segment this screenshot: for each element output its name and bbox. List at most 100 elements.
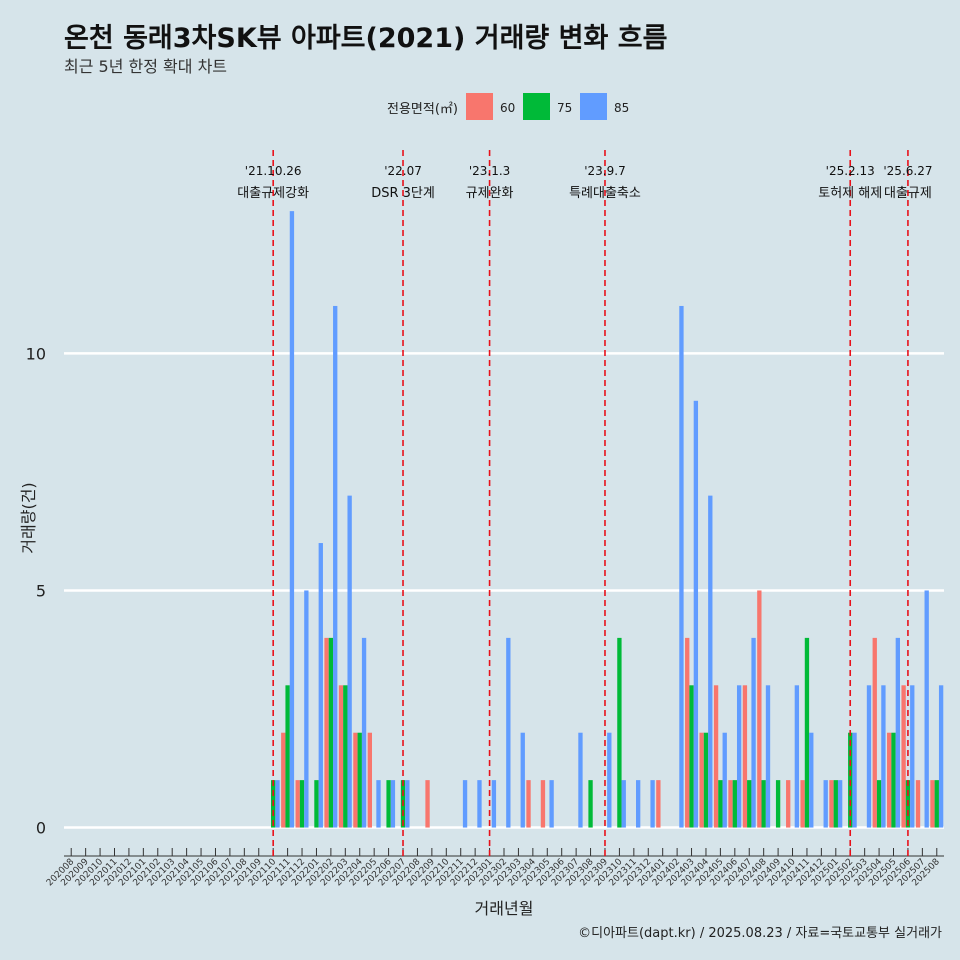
bar-60-202506 [901,685,906,828]
bar-85-202312 [650,780,655,828]
legend-label: 60 [500,101,515,115]
bar-85-202407 [751,637,756,828]
bar-85-202206 [390,780,396,828]
event-date: '25.6.27 [883,164,932,178]
bar-60-202112 [295,780,300,828]
bar-85-202508 [938,685,944,828]
event-date: '21.10.26 [245,164,302,178]
bar-85-202311 [636,780,641,828]
bar-85-202408 [765,685,771,828]
bar-60-202209 [425,780,430,828]
legend-swatch-60 [466,93,493,120]
bar-60-202403 [685,637,690,828]
bar-85-202205 [376,780,381,828]
bar-75-202204 [357,732,362,828]
bar-85-202402 [679,305,684,828]
chart-subtitle: 최근 5년 한정 확대 차트 [64,57,228,76]
source-caption: ©디아파트(dapt.kr) / 2025.08.23 / 자료=국토교통부 실… [578,926,942,941]
bar-60-202401 [656,780,661,828]
bar-85-202411 [809,732,814,828]
bar-75-202505 [891,732,896,828]
chart-title: 온천 동래3차SK뷰 아파트(2021) 거래량 변화 흐름 [64,23,668,54]
bar-75-202308 [588,780,593,828]
bar-60-202304 [526,780,531,828]
bar-75-202407 [747,780,752,828]
y-tick-label: 5 [36,581,46,600]
bar-75-202406 [732,780,737,828]
event-label: 규제완화 [466,186,514,201]
legend-label: 85 [614,101,629,115]
bar-85-202204 [361,637,367,828]
legend-swatch-85 [580,93,607,120]
bar-85-202307 [578,732,583,828]
x-axis-title: 거래년월 [475,899,534,918]
bar-85-202203 [347,495,352,828]
event-label: 토허제 해제 [818,186,882,201]
bar-85-202303 [520,732,525,828]
bar-75-202206 [386,780,391,828]
bar-85-202211 [462,780,468,828]
bar-85-202504 [881,685,886,828]
bar-75-202501 [833,780,838,828]
bar-85-202207 [405,780,410,828]
bar-85-202301 [491,780,497,828]
bar-85-202403 [693,400,699,828]
bar-60-202111 [281,732,286,828]
bar-60-202411 [800,780,805,828]
bar-85-202212 [477,780,482,828]
bar-60-202204 [353,732,358,828]
event-label: 대출규제 [884,186,932,201]
bar-85-202505 [895,637,900,828]
event-date: '25.2.13 [826,164,875,178]
bar-75-202310 [617,637,622,828]
bar-75-202408 [761,780,766,828]
y-tick-label: 10 [26,344,46,363]
legend-swatch-75 [523,93,550,120]
bar-75-202405 [718,780,723,828]
bar-75-202403 [689,685,694,828]
bar-85-202503 [866,685,872,828]
bar-85-202201 [318,543,323,828]
event-label: DSR 3단계 [371,186,435,201]
bar-60-202507 [915,780,921,828]
bar-85-202310 [621,780,626,828]
legend-label: 75 [557,101,572,115]
event-label: 특례대출축소 [569,186,641,201]
bar-60-202404 [699,732,704,828]
bar-75-202508 [934,780,939,828]
event-date: '23.9.7 [584,164,625,178]
bar-85-202309 [607,732,612,828]
bar-85-202507 [924,590,929,828]
bar-85-202202 [333,305,338,828]
bar-60-202305 [540,780,546,828]
bar-85-202305 [549,780,554,828]
legend-title: 전용면적(㎡) [387,102,458,117]
bar-60-202406 [728,780,733,828]
bar-60-202410 [786,780,791,828]
bar-60-202505 [887,732,892,828]
bar-60-202203 [338,685,344,828]
bar-75-202504 [876,780,882,828]
bar-60-202501 [829,780,834,828]
bar-85-202406 [736,685,742,828]
bar-85-202502 [852,732,857,828]
bar-60-202205 [367,732,372,828]
bar-85-202110 [275,780,280,828]
y-tick-label: 0 [36,819,46,838]
bar-85-202501 [837,780,843,828]
bar-75-202203 [343,685,348,828]
bar-85-202405 [722,732,727,828]
bar-75-202111 [285,685,290,828]
bar-60-202407 [742,685,748,828]
event-label: 대출규제강화 [237,186,309,201]
bar-85-202410 [794,685,800,828]
bar-75-202404 [703,732,709,828]
bar-60-202202 [324,637,329,828]
bar-75-202202 [328,637,334,828]
bar-85-202412 [823,780,828,828]
event-date: '23.1.3 [469,164,510,178]
y-axis-title: 거래량(건) [19,482,38,553]
bar-60-202408 [757,590,762,828]
bar-85-202404 [708,495,713,828]
